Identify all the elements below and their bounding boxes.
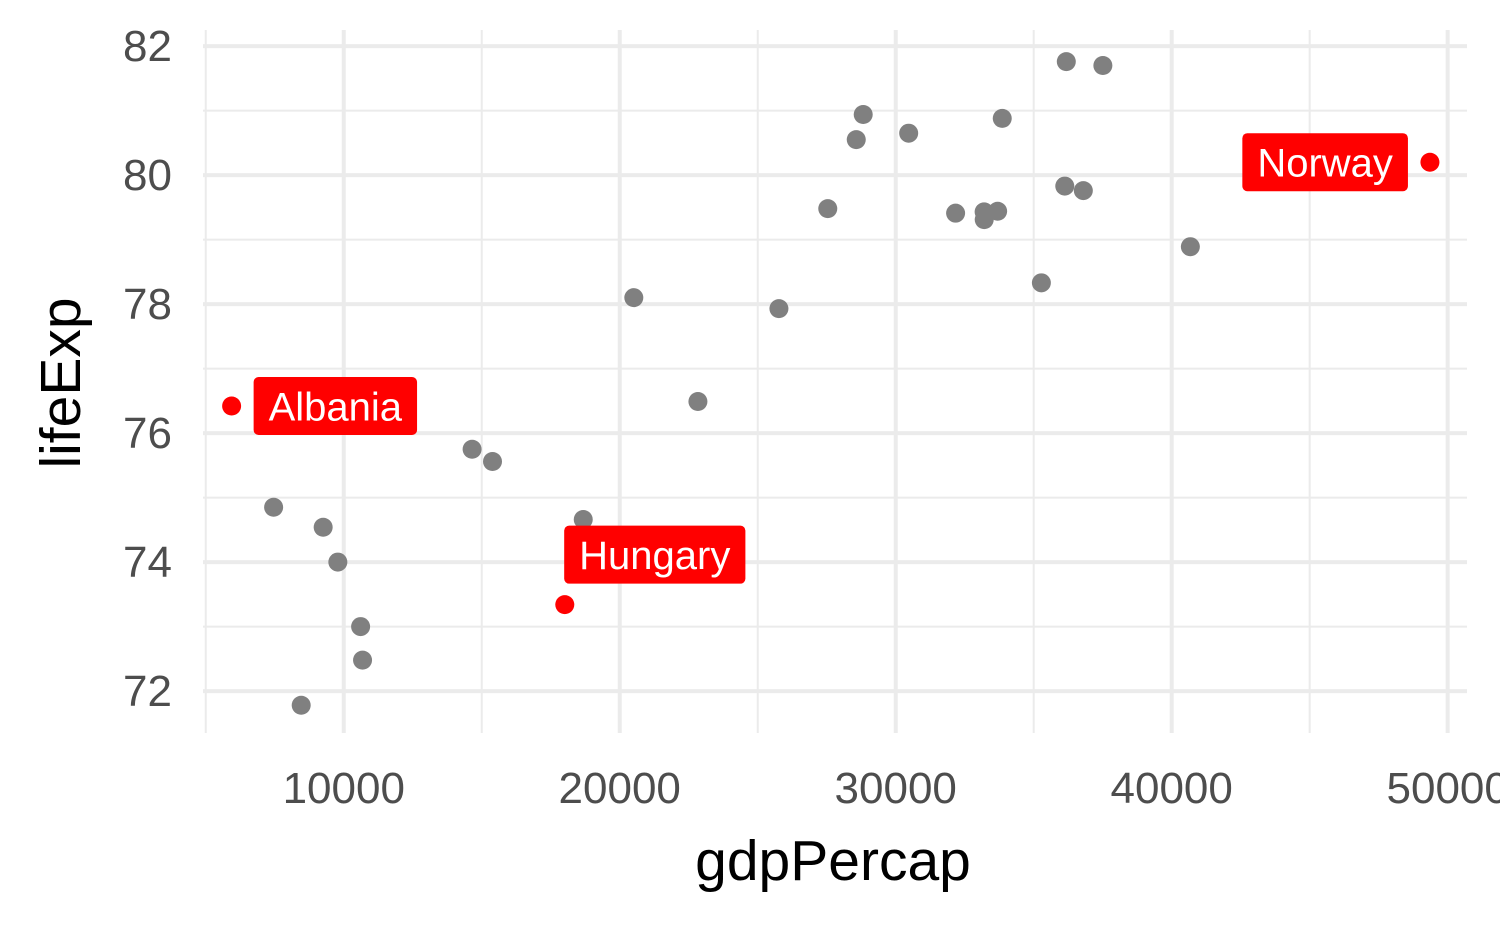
data-point (846, 130, 866, 150)
point-labels: Albania Hungary Norway (253, 133, 1408, 584)
point-label-text: Hungary (579, 534, 730, 578)
point-label-box (1242, 133, 1408, 192)
x-tick-label: 40000 (1111, 764, 1233, 813)
data-point (351, 617, 371, 637)
y-axis-title: lifeExp (29, 297, 93, 468)
x-tick-label: 10000 (283, 764, 405, 813)
data-point (1180, 237, 1200, 257)
data-point (1056, 52, 1076, 72)
y-tick-label: 80 (123, 151, 172, 200)
data-point (974, 202, 994, 222)
x-tick-label: 30000 (835, 764, 957, 813)
highlighted-point (555, 595, 575, 615)
highlighted-point (1420, 152, 1440, 172)
axis-ticks: 10000 20000 30000 40000 50000 72 74 76 78 80 82 (123, 22, 1500, 813)
point-label-text: Norway (1257, 142, 1393, 186)
data-point (353, 650, 373, 670)
point-label: Hungary (564, 525, 746, 584)
data-point (946, 203, 966, 223)
x-axis-title: gdpPercap (695, 829, 971, 893)
x-tick-label: 20000 (559, 764, 681, 813)
data-point (291, 695, 311, 715)
data-point (624, 288, 644, 308)
data-point (313, 517, 333, 537)
data-point (688, 391, 708, 411)
data-point (462, 439, 482, 459)
point-label-box (253, 377, 418, 436)
data-point (264, 497, 284, 517)
grid (203, 30, 1467, 733)
data-point (899, 123, 919, 143)
data-point (573, 510, 593, 530)
point-label-text: Albania (269, 385, 403, 429)
data-point (853, 104, 873, 124)
data-point (1093, 55, 1113, 75)
data-point (483, 451, 503, 471)
point-label: Albania (253, 377, 418, 436)
data-point (328, 552, 348, 572)
y-tick-label: 74 (123, 538, 172, 587)
y-tick-label: 78 (123, 280, 172, 329)
data-points (222, 52, 1440, 715)
y-tick-label: 82 (123, 22, 172, 71)
data-point (818, 199, 838, 219)
data-point (1055, 176, 1075, 196)
data-point (988, 201, 1008, 221)
data-point (992, 108, 1012, 128)
data-point (1073, 181, 1093, 201)
point-label-box (564, 525, 746, 584)
data-point (1031, 273, 1051, 293)
highlighted-point (222, 396, 242, 416)
y-tick-label: 72 (123, 667, 172, 716)
y-tick-label: 76 (123, 409, 172, 458)
point-label: Norway (1242, 133, 1408, 192)
x-tick-label: 50000 (1387, 764, 1500, 813)
data-point (769, 299, 789, 319)
